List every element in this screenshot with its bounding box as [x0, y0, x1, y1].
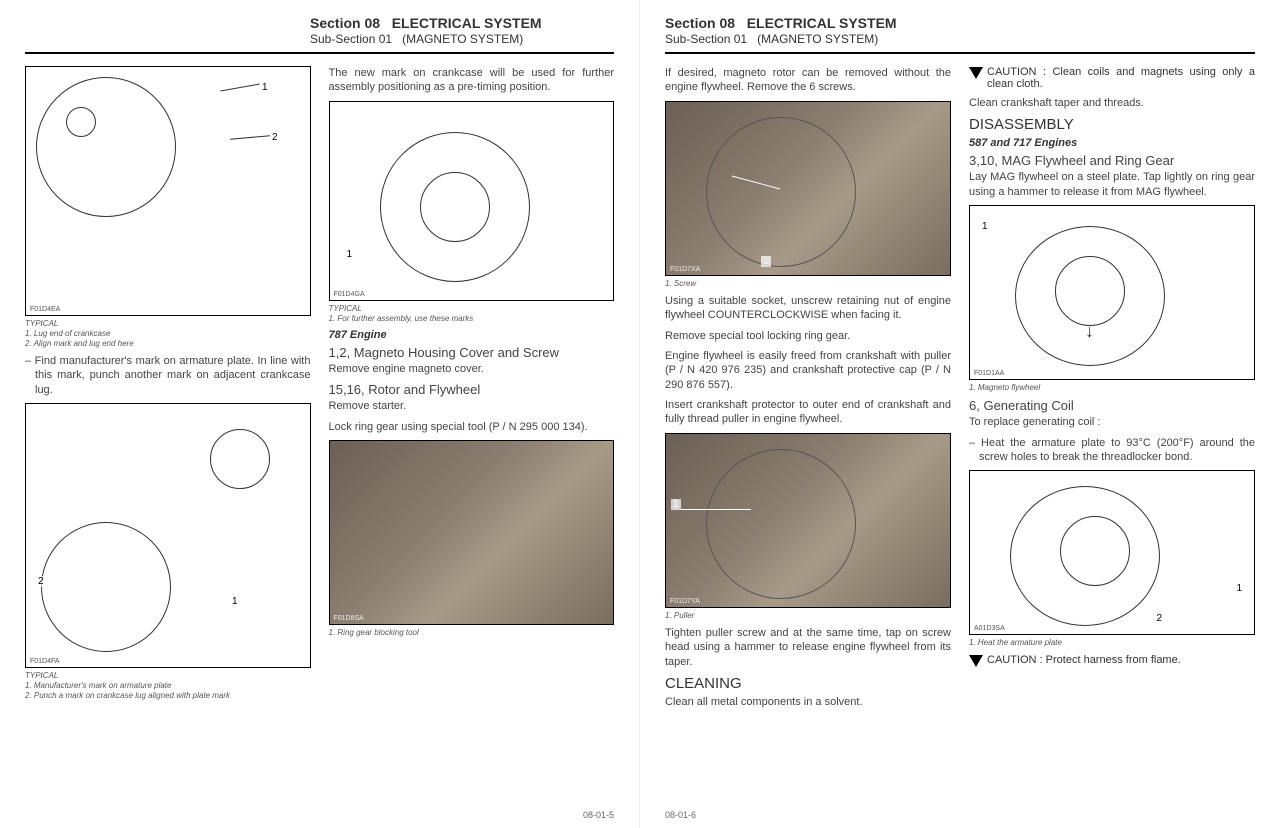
content-columns: If desired, magneto rotor can be removed… [665, 66, 1255, 715]
caution-text: CAUTION : Clean coils and magnets using … [987, 66, 1255, 90]
paragraph: If desired, magneto rotor can be removed… [665, 66, 951, 95]
page-left: Section 08 ELECTRICAL SYSTEM Sub-Section… [0, 0, 640, 828]
heading-cleaning: CLEANING [665, 675, 951, 692]
subsection-label: Sub-Section 01 [310, 32, 392, 46]
page-right: Section 08 ELECTRICAL SYSTEM Sub-Section… [640, 0, 1280, 828]
section-name: ELECTRICAL SYSTEM [392, 15, 542, 31]
figure-ref: F01D8SA [330, 613, 368, 624]
paragraph: Lay MAG flywheel on a steel plate. Tap l… [969, 170, 1255, 199]
paragraph: – Heat the armature plate to 93°C (200°F… [969, 436, 1255, 465]
figure-legend: 1. Heat the armature plate [969, 638, 1255, 648]
paragraph: Engine flywheel is easily freed from cra… [665, 349, 951, 392]
engine-label: 587 and 717 Engines [969, 137, 1255, 149]
figure-caption: TYPICAL [25, 671, 311, 680]
paragraph: Clean all metal components in a solvent. [665, 695, 951, 709]
figure-puller: 1 F01D7YA [665, 433, 951, 608]
figure-ref: F01D7XA [666, 264, 704, 275]
figure-ref: F01D7YA [666, 596, 704, 607]
figure-ref: F01D4GA [330, 289, 369, 300]
paragraph: Lock ring gear using special tool (P / N… [329, 420, 615, 434]
section-name: ELECTRICAL SYSTEM [747, 15, 897, 31]
subsection-name: (MAGNETO SYSTEM) [402, 32, 523, 46]
paragraph: The new mark on crankcase will be used f… [329, 66, 615, 95]
col-2: CAUTION : Clean coils and magnets using … [969, 66, 1255, 715]
figure-caption: TYPICAL [25, 319, 311, 328]
heading: 1,2, Magneto Housing Cover and Screw [329, 345, 615, 360]
figure-armature-heat: 1 2 A01D3SA [969, 470, 1255, 635]
subsection: Sub-Section 01 (MAGNETO SYSTEM) [665, 32, 1255, 46]
page-header: Section 08 ELECTRICAL SYSTEM Sub-Section… [665, 15, 1255, 46]
figure-armature-mark: 2 1 F01D4FA [25, 403, 311, 668]
caution-text: CAUTION : Protect harness from flame. [987, 654, 1181, 666]
caution-icon [969, 655, 983, 667]
figure-legend: 1. Manufacturer's mark on armature plate… [25, 681, 311, 700]
caution-block: CAUTION : Clean coils and magnets using … [969, 66, 1255, 90]
paragraph: Remove starter. [329, 399, 615, 413]
figure-legend: 1. Lug end of crankcase 2. Align mark an… [25, 329, 311, 348]
paragraph: Using a suitable socket, unscrew retaini… [665, 294, 951, 323]
figure-legend: 1. Ring gear blocking tool [329, 628, 615, 638]
section-label: Section 08 [665, 15, 735, 31]
figure-ref: F01D4EA [26, 304, 64, 315]
page-number: 08-01-6 [665, 810, 696, 820]
caution-block: CAUTION : Protect harness from flame. [969, 654, 1255, 667]
header-divider [665, 52, 1255, 54]
figure-crankcase-lug: 1 2 F01D4EA [25, 66, 311, 316]
section-label: Section 08 [310, 15, 380, 31]
paragraph: Remove engine magneto cover. [329, 362, 615, 376]
heading: 15,16, Rotor and Flywheel [329, 382, 615, 397]
section-title: Section 08 ELECTRICAL SYSTEM [665, 15, 1255, 31]
section-title: Section 08 ELECTRICAL SYSTEM [310, 15, 614, 31]
paragraph: To replace generating coil : [969, 415, 1255, 429]
col-2: The new mark on crankcase will be used f… [329, 66, 615, 706]
paragraph: – Find manufacturer's mark on armature p… [25, 354, 311, 397]
figure-ref: F01D1AA [970, 368, 1008, 379]
heading: 3,10, MAG Flywheel and Ring Gear [969, 153, 1255, 168]
figure-ref: A01D3SA [970, 623, 1009, 634]
heading-disassembly: DISASSEMBLY [969, 116, 1255, 133]
figure-caption: TYPICAL [329, 304, 615, 313]
figure-assembly-marks: 1 F01D4GA [329, 101, 615, 301]
figure-legend: 1. For further assembly, use these marks [329, 314, 615, 324]
caution-icon [969, 67, 983, 79]
paragraph: Remove special tool locking ring gear. [665, 329, 951, 343]
figure-rotor-screws: 1 F01D7XA [665, 101, 951, 276]
figure-mag-flywheel: 1 ↓ F01D1AA [969, 205, 1255, 380]
figure-legend: 1. Magneto flywheel [969, 383, 1255, 393]
paragraph: Insert crankshaft protector to outer end… [665, 398, 951, 427]
col-1: 1 2 F01D4EA TYPICAL 1. Lug end of crankc… [25, 66, 311, 706]
header-divider [25, 52, 614, 54]
col-1: If desired, magneto rotor can be removed… [665, 66, 951, 715]
page-number: 08-01-5 [583, 810, 614, 820]
paragraph: Tighten puller screw and at the same tim… [665, 626, 951, 669]
paragraph: Clean crankshaft taper and threads. [969, 96, 1255, 110]
page-header: Section 08 ELECTRICAL SYSTEM Sub-Section… [25, 15, 614, 46]
figure-ring-gear-tool: F01D8SA [329, 440, 615, 625]
figure-ref: F01D4FA [26, 656, 64, 667]
content-columns: 1 2 F01D4EA TYPICAL 1. Lug end of crankc… [25, 66, 614, 706]
subsection: Sub-Section 01 (MAGNETO SYSTEM) [310, 32, 614, 46]
subsection-label: Sub-Section 01 [665, 32, 747, 46]
subsection-name: (MAGNETO SYSTEM) [757, 32, 878, 46]
figure-legend: 1. Screw [665, 279, 951, 289]
engine-label: 787 Engine [329, 329, 615, 341]
figure-legend: 1. Puller [665, 611, 951, 621]
heading: 6, Generating Coil [969, 398, 1255, 413]
